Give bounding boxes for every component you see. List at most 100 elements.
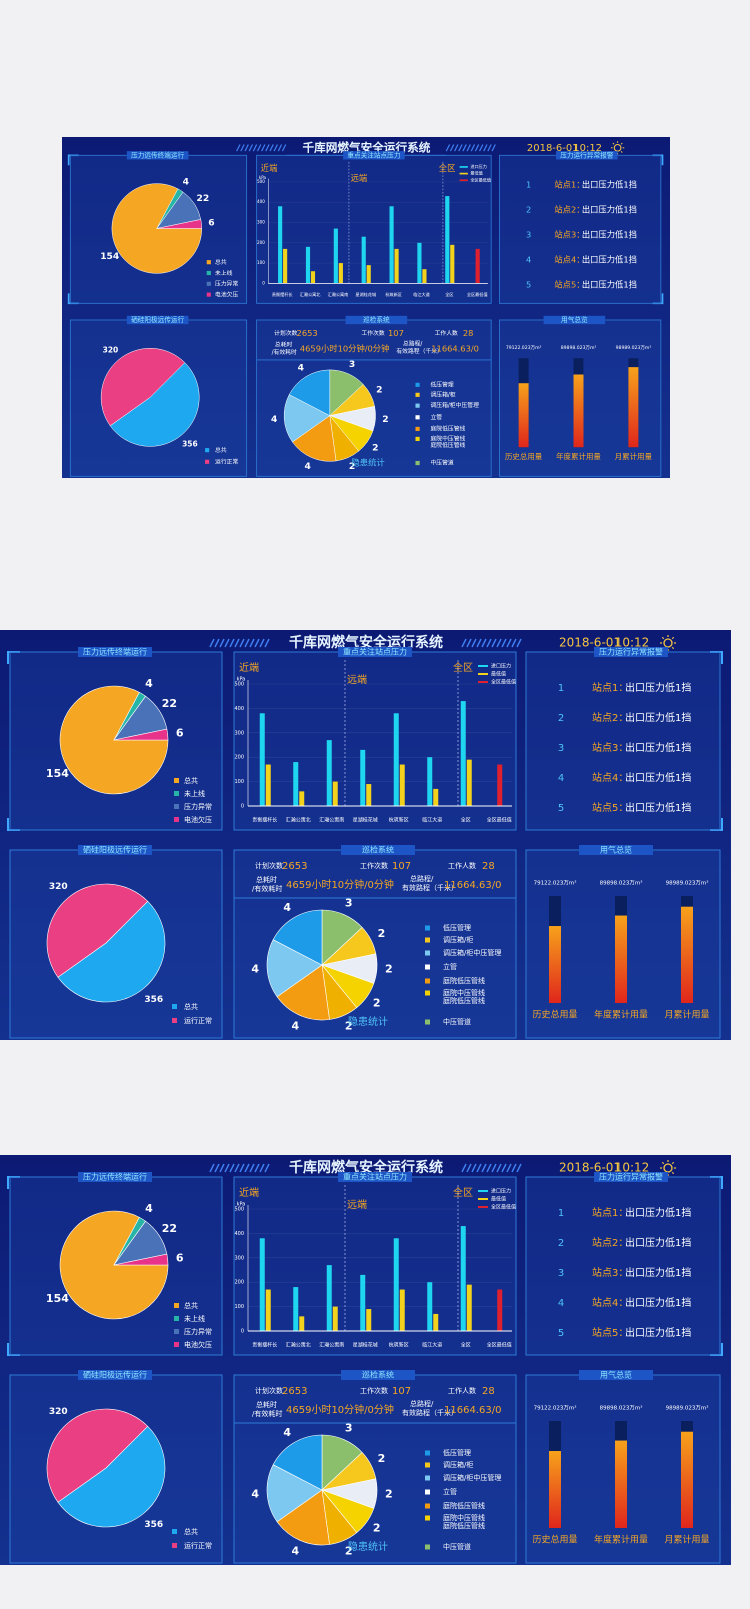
panel-tab bbox=[594, 1172, 668, 1182]
legend-label: 庭院低压管线 bbox=[430, 441, 465, 449]
sun-ray bbox=[671, 1161, 675, 1165]
legend-label: 电池欠压 bbox=[184, 1340, 212, 1349]
legend-label: 未上线 bbox=[215, 269, 233, 277]
bar bbox=[278, 206, 283, 284]
pie-label: 356 bbox=[182, 439, 198, 448]
sun-ray bbox=[612, 142, 615, 145]
alarm-station: 站点1： bbox=[554, 180, 584, 190]
bar bbox=[399, 1289, 405, 1331]
legend-swatch bbox=[415, 392, 420, 397]
dashboard: 千库网燃气安全运行系统 2018-6-0110:12压力远传终端运行1544226… bbox=[0, 630, 731, 1040]
bar bbox=[259, 1238, 265, 1331]
panel-title: 硒硅阳极远传运行 bbox=[83, 1370, 147, 1380]
legend-swatch bbox=[415, 382, 420, 387]
y-tick-label: 100 bbox=[257, 260, 265, 265]
value-label: 79122.023万m³ bbox=[534, 880, 577, 887]
panel bbox=[233, 1176, 517, 1356]
y-tick-label: 100 bbox=[234, 1304, 244, 1310]
panel-tab bbox=[594, 647, 668, 657]
legend-swatch bbox=[425, 964, 430, 970]
alarm-message: 出口压力低1挡 bbox=[625, 681, 691, 694]
pie-label: 320 bbox=[103, 345, 119, 354]
title-stripe bbox=[501, 638, 507, 648]
bar bbox=[573, 374, 584, 448]
title-stripe bbox=[491, 638, 497, 648]
title-stripe bbox=[445, 144, 451, 152]
stat-value: 2653 bbox=[297, 328, 318, 338]
pie-label: 2 bbox=[372, 443, 378, 453]
legend-swatch bbox=[425, 925, 430, 931]
alarm-station: 站点5： bbox=[592, 1326, 628, 1339]
legend-label: 调压箱/柜 bbox=[430, 390, 455, 398]
panel-title: 压力远传终端运行 bbox=[83, 647, 147, 657]
alarm-index: 1 bbox=[558, 683, 564, 694]
panel-title: 用气总览 bbox=[600, 1370, 632, 1380]
title-stripe bbox=[252, 144, 258, 152]
legend-swatch bbox=[174, 1329, 179, 1334]
legend-label: 压力异常 bbox=[184, 802, 212, 811]
title-stripe bbox=[254, 1163, 260, 1173]
title-stripe bbox=[219, 638, 225, 648]
sun-ray bbox=[661, 1161, 665, 1165]
alarm-station: 站点2： bbox=[592, 711, 628, 724]
alarm-index: 5 bbox=[558, 1328, 564, 1339]
pie-label: 4 bbox=[145, 677, 153, 690]
title-stripe bbox=[214, 638, 220, 648]
pie-label: 154 bbox=[46, 767, 69, 780]
title-stripe bbox=[209, 1163, 215, 1173]
bar bbox=[445, 196, 450, 284]
panel-title: 硒硅阳极远传运行 bbox=[83, 845, 147, 855]
panel-tab bbox=[78, 1370, 152, 1380]
legend-label: 庭院低压管线 bbox=[430, 424, 465, 432]
sun-ray bbox=[620, 142, 623, 145]
pie-label: 320 bbox=[49, 882, 68, 892]
legend-swatch bbox=[415, 460, 420, 466]
legend-label: 立管 bbox=[443, 962, 457, 971]
legend-swatch bbox=[174, 1342, 179, 1347]
region-label: 全区 bbox=[453, 661, 473, 674]
title-stripe bbox=[481, 638, 487, 648]
bar bbox=[393, 1238, 399, 1331]
y-tick-label: 300 bbox=[234, 1255, 244, 1261]
title-stripe bbox=[264, 1163, 270, 1173]
legend-swatch bbox=[415, 403, 420, 408]
bar bbox=[332, 1306, 338, 1331]
title-stripe bbox=[496, 638, 502, 648]
x-tick-label: 历史总用量 bbox=[505, 451, 543, 461]
legend-label: 庭院中压管线 bbox=[430, 434, 465, 442]
stat-value: 11664.63/0 bbox=[431, 344, 479, 354]
pie-slice bbox=[111, 183, 202, 274]
x-tick-label: 汇瀚公寓北 bbox=[286, 817, 311, 824]
title-stripe bbox=[281, 144, 287, 152]
legend-label: 立管 bbox=[430, 413, 442, 421]
alarm-index: 2 bbox=[558, 713, 564, 724]
legend-swatch bbox=[174, 1316, 179, 1321]
bar bbox=[333, 228, 338, 284]
pie-slice bbox=[100, 348, 186, 427]
alarm-station: 站点3： bbox=[554, 230, 584, 240]
legend-swatch bbox=[174, 778, 179, 783]
pie-label: 22 bbox=[162, 1222, 177, 1235]
legend-label: 低压管理 bbox=[443, 1448, 471, 1457]
bar bbox=[427, 1282, 433, 1331]
alarm-index: 5 bbox=[526, 280, 531, 290]
stat-label: 总路程/ bbox=[410, 1399, 434, 1408]
region-label: 远端 bbox=[347, 1198, 367, 1211]
stat-value: 107 bbox=[388, 328, 404, 338]
title-stripe bbox=[234, 1163, 240, 1173]
legend-swatch bbox=[172, 1004, 177, 1009]
title-stripe bbox=[471, 1163, 477, 1173]
legend-label: 庭院中压管线 bbox=[443, 1513, 485, 1522]
legend-label: 调压箱/柜 bbox=[443, 935, 473, 944]
pie-slice bbox=[266, 939, 323, 998]
legend-label: 庭院中压管线 bbox=[443, 988, 485, 997]
bar bbox=[299, 791, 305, 806]
y-tick-label: 200 bbox=[234, 1280, 244, 1286]
y-tick-label: 500 bbox=[234, 1207, 244, 1213]
legend-swatch bbox=[206, 260, 211, 265]
pie-label: 4 bbox=[251, 1488, 259, 1501]
panel-title: 巡检系统 bbox=[362, 845, 394, 855]
legend-label: 最低值 bbox=[491, 1196, 506, 1203]
y-tick-label: 400 bbox=[257, 199, 265, 204]
stat-label: 工作人数 bbox=[448, 1386, 476, 1395]
